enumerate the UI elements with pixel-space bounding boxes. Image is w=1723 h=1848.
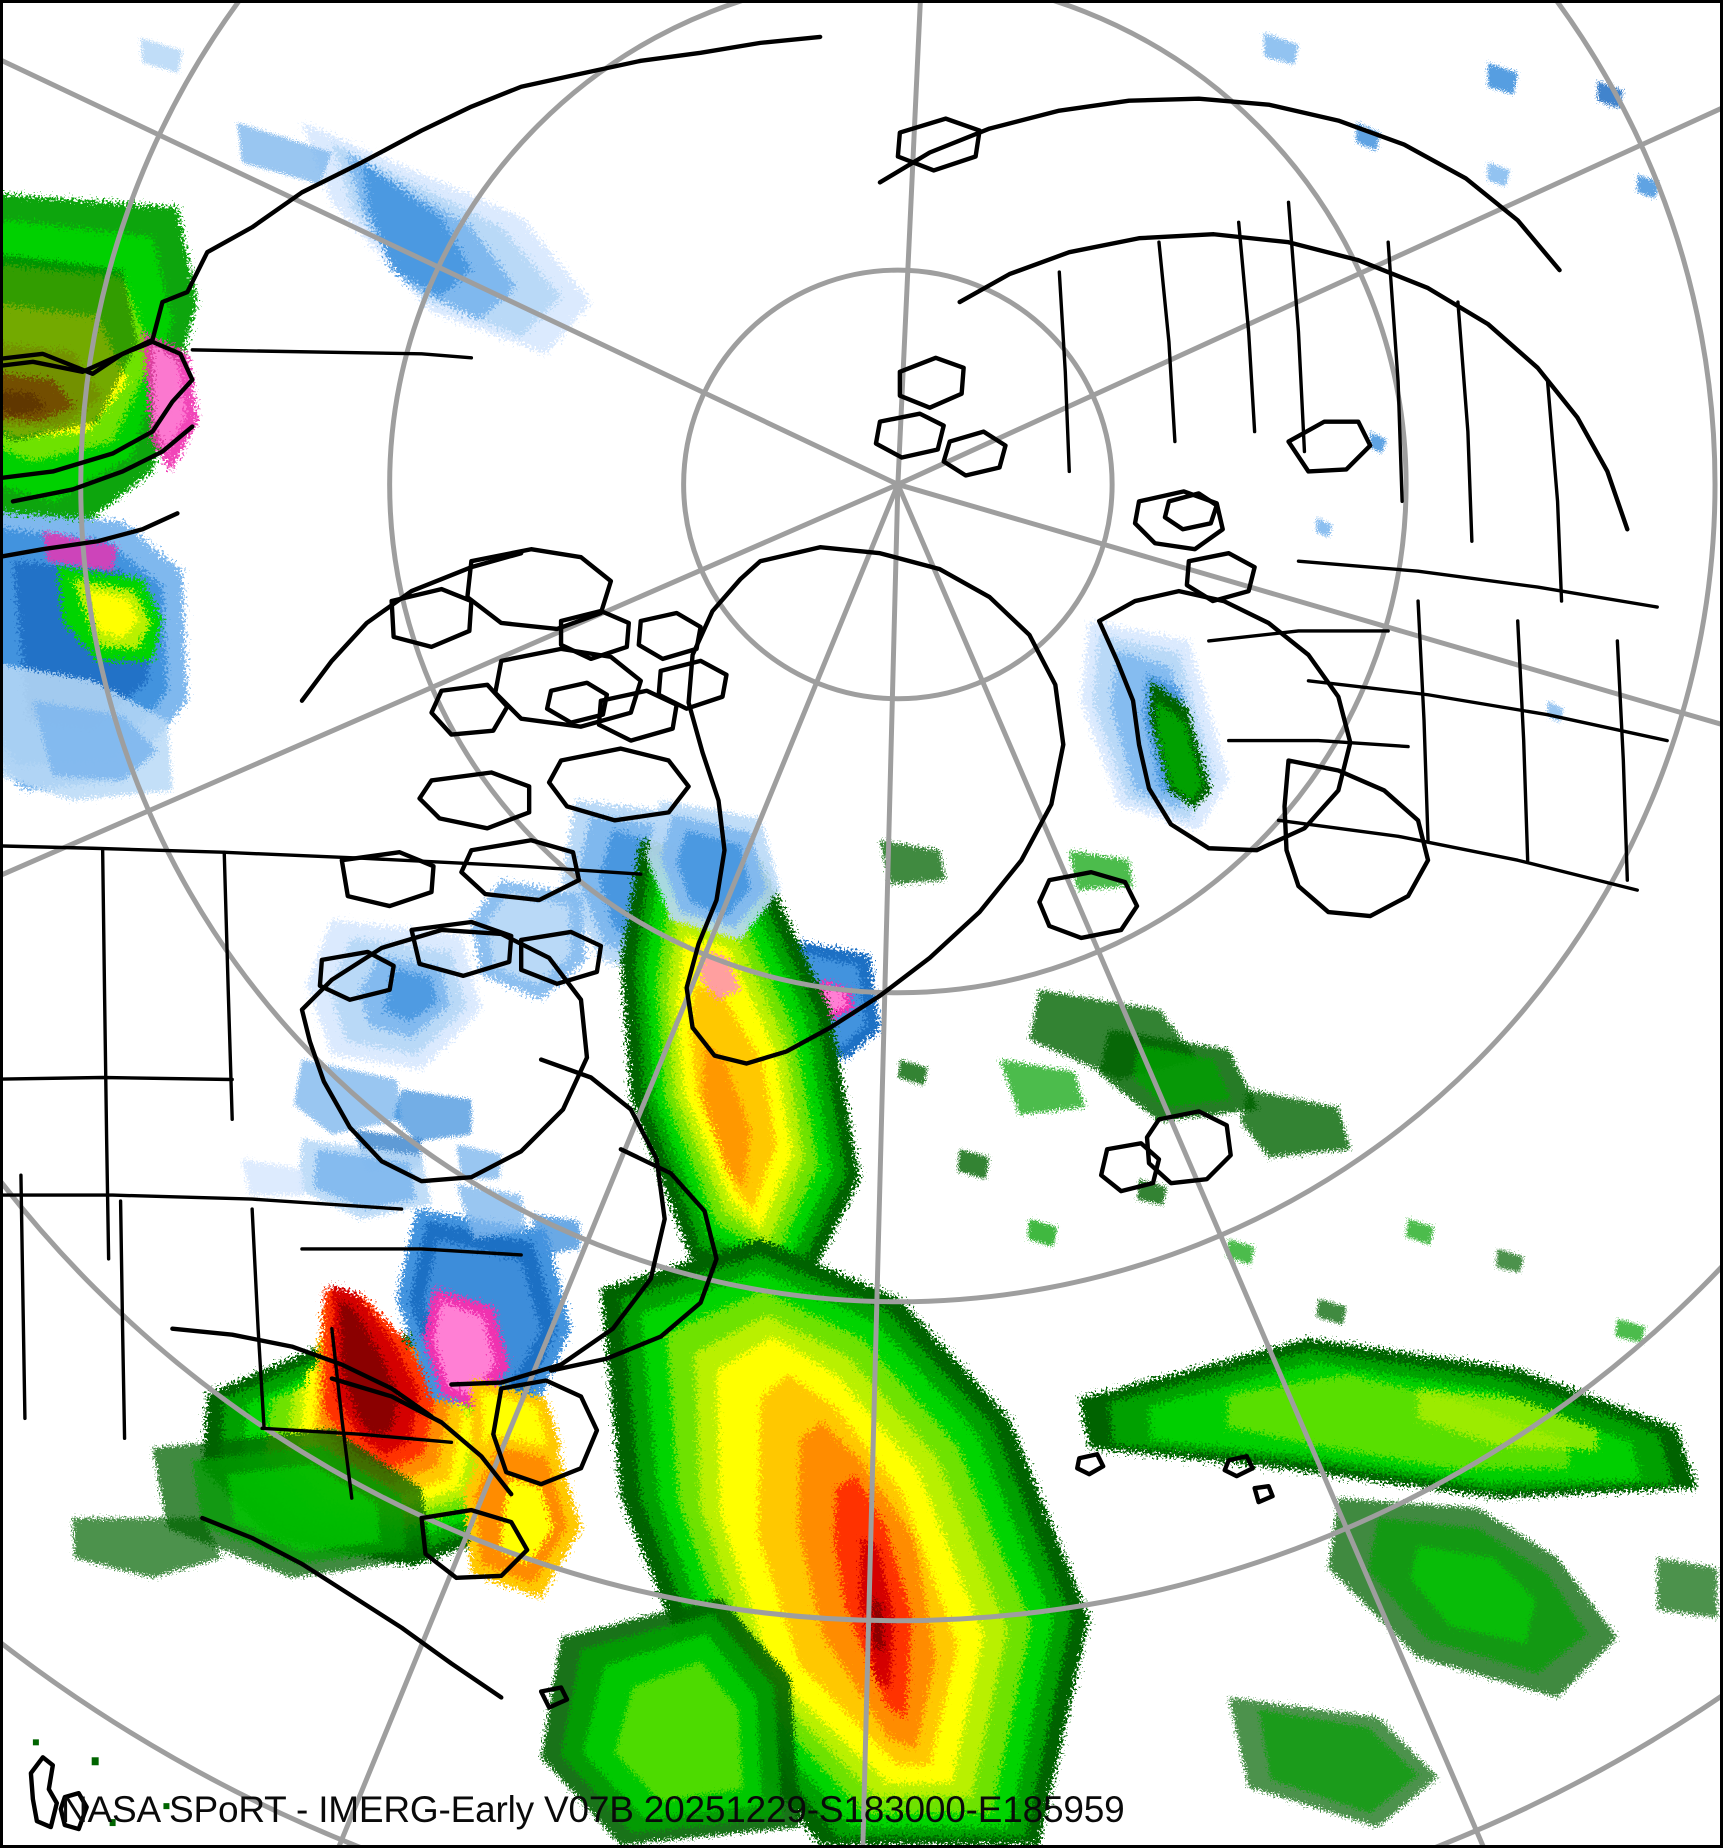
coast-alaska-peninsula [10,424,195,504]
coast-novaya-zemlya [1286,419,1373,474]
coast-severnaya [897,355,966,410]
coast-arctic-isl-1 [873,411,946,460]
coast-siberia [957,232,1630,532]
parallel-70 [387,3,1409,996]
precip-north-slope-flecks [140,32,1381,185]
precip-caption-area-specks [32,1739,170,1827]
meridians [3,3,1720,1845]
precip-iceland-green-flecks [879,840,1351,1158]
meridian-h [860,481,901,1845]
coast-stlawrence [329,1376,514,1497]
precip-southeast-green-dapple [72,1428,432,1578]
coast-hudson-bay [299,927,590,1184]
coast-greenland [684,545,1066,1066]
map-caption: NASA SPoRT - IMERG-Early V07B 20251229-S… [61,1789,1125,1830]
coast-iceland [1037,869,1140,941]
meridian-d [895,481,1720,727]
coast-svalbard-2 [1184,551,1257,604]
coast-great-lakes-north [170,1326,434,1419]
parallel-80 [681,267,1115,702]
precipitation-layer [3,32,1718,1845]
coast-nova-scotia [419,1507,530,1581]
meridian-e [336,481,901,1845]
coast-baltic [1282,758,1431,919]
coast-nsi [895,116,982,173]
coast-us-east [200,1515,504,1700]
coast-newfoundland [491,1378,600,1487]
precip-east-atlantic-flecks [1228,1498,1718,1828]
coast-canada-labrador [548,1147,719,1373]
coast-ireland [1098,1141,1162,1194]
coast-caption-islands [28,1755,89,1832]
precip-beaufort-snow [301,122,591,354]
meridian-g [895,3,923,487]
borders-layer [3,200,1669,1500]
coast-britain [1144,1109,1233,1186]
coast-canada-east [449,1057,667,1387]
coast-svalbard [1132,489,1225,552]
meridian-f [895,481,1486,1845]
precip-norway-coast [1081,620,1229,831]
meridian-a [3,58,901,487]
precip-mid-atlantic-specks [897,1059,1646,1343]
map-canvas[interactable] [3,3,1720,1845]
coast-aleutians [3,511,180,559]
coast-alaska-south [3,339,195,480]
meridian-b [895,106,1720,487]
precip-maritimes-snow-flecks [242,1139,581,1255]
parallel-50 [3,1180,1720,1623]
map-svg [3,3,1720,1845]
coast-misc-islands [538,1452,1275,1710]
graticule-layer [3,3,1720,1845]
coast-canada-north [299,551,524,703]
precip-bottom-green-feather [541,1597,801,1845]
meridian-c [3,481,901,877]
coastline-layer [3,34,1669,1832]
coast-franzjosef [1162,491,1219,532]
coast-norway [1096,588,1353,853]
precip-scandinavia-flecks [1316,62,1660,723]
coast-arctic-isl-2 [941,429,1008,478]
coast-arctic-archipelago [317,547,729,1002]
